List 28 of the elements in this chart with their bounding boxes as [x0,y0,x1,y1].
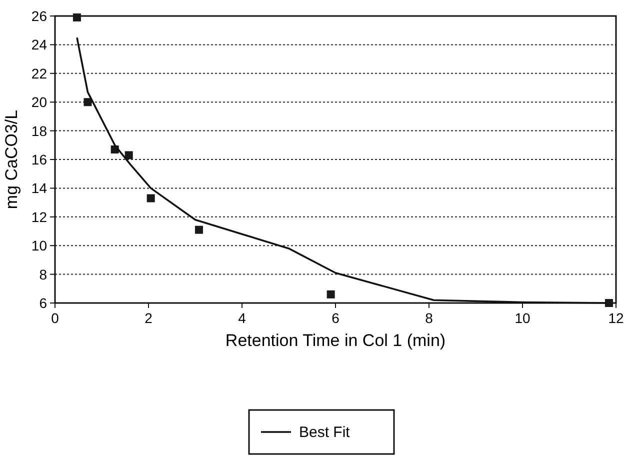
x-tick-label: 0 [51,310,60,326]
y-tick-label: 6 [39,295,48,311]
x-tick-label: 6 [332,310,340,326]
y-tick-label: 22 [31,65,48,82]
point [146,194,155,202]
y-axis-title: mg CaCO3/L [2,110,21,210]
y-tick-label: 10 [31,238,48,254]
x-axis-title: Retention Time in Col 1 (min) [225,331,446,350]
point [326,290,335,298]
x-tick-label: 10 [514,310,530,326]
y-tick-label: 8 [39,266,48,282]
x-tick-label: 4 [238,310,246,326]
y-tick-label: 26 [31,8,48,24]
point [124,151,133,160]
y-tick-label: 12 [31,208,48,225]
y-tick-label: 14 [31,180,48,196]
y-tick-label: 24 [31,36,48,53]
x-tick-label: 12 [608,310,624,326]
point [604,299,613,307]
y-tick-label: 20 [31,94,48,110]
legend-label: Best Fit [299,424,351,441]
x-tick-label: 2 [144,310,153,326]
y-tick-label: 16 [31,152,48,168]
y-tick-label: 18 [31,122,48,139]
point [194,226,203,234]
point [84,98,92,106]
point [72,13,81,22]
x-tick-label: 8 [425,310,434,326]
